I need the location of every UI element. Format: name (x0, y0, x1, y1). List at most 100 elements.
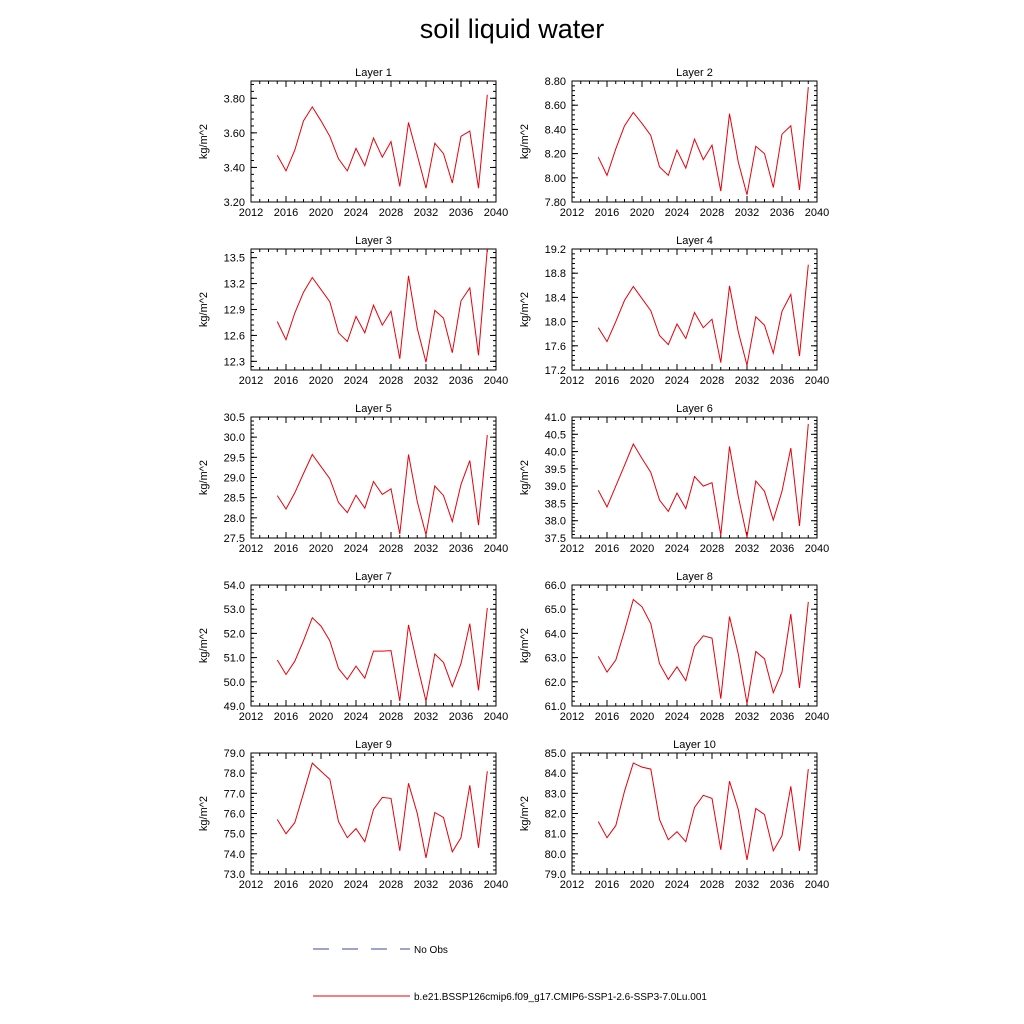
y-tick-label: 8.60 (545, 100, 566, 112)
x-tick-label: 2036 (449, 543, 473, 555)
x-tick-label: 2024 (344, 879, 368, 891)
series-line (276, 248, 488, 363)
series-line (597, 87, 809, 195)
plot-frame (250, 416, 497, 539)
chart-title: Layer 3 (355, 235, 392, 247)
y-tick-label: 12.9 (224, 305, 245, 317)
chart-layer-2: Layer 2 kg/m^2 2012 2016 2020 2024 2028 2032 203… (519, 67, 829, 219)
x-tick-label: 2040 (805, 543, 829, 555)
plot-frame (571, 584, 818, 707)
y-tick-label: 51.0 (224, 653, 245, 665)
x-tick-label: 2032 (414, 375, 438, 387)
y-tick-label: 52.0 (224, 628, 245, 640)
y-tick-label: 75.0 (224, 829, 245, 841)
y-tick-label: 17.6 (545, 341, 566, 353)
series-line (276, 607, 488, 702)
y-tick-label: 80.0 (545, 849, 566, 861)
x-tick-label: 2024 (344, 543, 368, 555)
y-tick-label: 39.5 (545, 464, 566, 476)
y-tick-label: 49.0 (224, 701, 245, 713)
y-tick-label: 18.8 (545, 268, 566, 280)
y-tick-label: 13.5 (224, 253, 245, 265)
y-tick-label: 40.0 (545, 447, 566, 459)
x-tick-label: 2012 (560, 711, 584, 723)
x-tick-label: 2016 (274, 711, 298, 723)
x-tick-label: 2036 (449, 879, 473, 891)
x-tick-label: 2020 (309, 375, 333, 387)
legend-label-case: b.e21.BSSP126cmip6.f09_g17.CMIP6-SSP1-2.… (414, 992, 707, 1003)
x-tick-label: 2024 (665, 543, 689, 555)
series-line (597, 762, 809, 860)
x-tick-label: 2040 (805, 711, 829, 723)
y-tick-label: 13.2 (224, 279, 245, 291)
y-tick-label: 18.4 (545, 292, 566, 304)
x-tick-label: 2024 (344, 207, 368, 219)
x-tick-label: 2012 (239, 711, 263, 723)
charts-grid: Layer 1 kg/m^2 2012 2016 2020 2024 2028 2032 203… (198, 67, 829, 891)
y-axis-label: kg/m^2 (198, 796, 210, 831)
x-tick-label: 2016 (595, 207, 619, 219)
x-tick-label: 2024 (665, 375, 689, 387)
x-tick-label: 2032 (735, 711, 759, 723)
x-tick-label: 2024 (344, 711, 368, 723)
x-tick-label: 2020 (309, 711, 333, 723)
y-tick-label: 27.5 (224, 533, 245, 545)
chart-title: Layer 4 (676, 235, 713, 247)
x-tick-label: 2028 (379, 207, 403, 219)
y-tick-label: 76.0 (224, 809, 245, 821)
y-tick-label: 85.0 (545, 748, 566, 760)
chart-layer-8: Layer 8 kg/m^2 2012 2016 2020 2024 2028 2032 203… (519, 571, 829, 723)
x-tick-label: 2028 (379, 879, 403, 891)
chart-title: Layer 9 (355, 739, 392, 751)
y-tick-label: 84.0 (545, 768, 566, 780)
series-line (597, 423, 809, 538)
x-tick-label: 2036 (770, 207, 794, 219)
y-tick-label: 29.5 (224, 452, 245, 464)
main-title: soil liquid water (419, 14, 605, 44)
x-tick-label: 2036 (770, 375, 794, 387)
chart-layer-6: Layer 6 kg/m^2 2012 2016 2020 2024 2028 2032 203… (519, 403, 829, 555)
y-axis-label: kg/m^2 (198, 292, 210, 327)
y-axis-label: kg/m^2 (198, 124, 210, 159)
y-tick-label: 64.0 (545, 628, 566, 640)
y-tick-label: 50.0 (224, 677, 245, 689)
y-tick-label: 83.0 (545, 788, 566, 800)
chart-layer-5: Layer 5 kg/m^2 2012 2016 2020 2024 2028 2032 203… (198, 403, 508, 555)
plot-frame (250, 80, 497, 203)
y-tick-label: 74.0 (224, 849, 245, 861)
y-tick-label: 28.5 (224, 493, 245, 505)
x-tick-label: 2032 (735, 207, 759, 219)
x-tick-label: 2016 (274, 879, 298, 891)
x-tick-label: 2036 (449, 375, 473, 387)
chart-title: Layer 6 (676, 403, 713, 415)
x-tick-label: 2012 (560, 543, 584, 555)
series-line (276, 435, 488, 535)
x-tick-label: 2016 (595, 543, 619, 555)
x-tick-label: 2040 (484, 207, 508, 219)
series-line (597, 598, 809, 704)
x-tick-label: 2020 (309, 879, 333, 891)
y-axis-label: kg/m^2 (519, 292, 531, 327)
x-tick-label: 2028 (700, 879, 724, 891)
x-tick-label: 2040 (805, 375, 829, 387)
chart-layer-4: Layer 4 kg/m^2 2012 2016 2020 2024 2028 2032 203… (519, 235, 829, 387)
plot-frame (250, 752, 497, 875)
x-tick-label: 2016 (274, 207, 298, 219)
legend-label-no-obs: No Obs (414, 945, 448, 956)
x-tick-label: 2012 (560, 207, 584, 219)
y-tick-label: 61.0 (545, 701, 566, 713)
x-tick-label: 2036 (770, 879, 794, 891)
x-tick-label: 2040 (484, 543, 508, 555)
x-tick-label: 2032 (414, 543, 438, 555)
x-tick-label: 2040 (805, 207, 829, 219)
y-axis-label: kg/m^2 (519, 628, 531, 663)
y-tick-label: 79.0 (545, 869, 566, 881)
y-tick-label: 41.0 (545, 412, 566, 424)
y-tick-label: 17.2 (545, 365, 566, 377)
series-line (597, 264, 809, 366)
x-tick-label: 2032 (414, 207, 438, 219)
x-tick-label: 2028 (379, 711, 403, 723)
x-tick-label: 2020 (630, 543, 654, 555)
x-tick-label: 2020 (309, 543, 333, 555)
y-tick-label: 73.0 (224, 869, 245, 881)
